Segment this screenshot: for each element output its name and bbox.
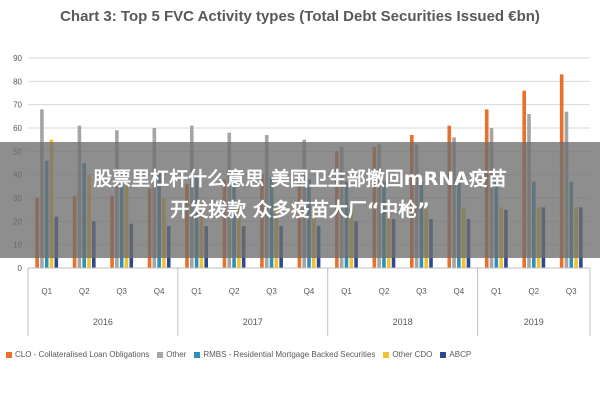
y-tick-label: 80: [13, 77, 22, 86]
x-tick-label: Q4: [304, 287, 315, 296]
legend-swatch: [157, 351, 164, 358]
year-label: 2017: [243, 317, 263, 327]
legend-label: RMBS - Residential Mortgage Backed Secur…: [203, 350, 376, 359]
headline-text[interactable]: 股票里杠杆什么意思 美国卫生部撤回mRNA疫苗 开发拨款 众多疫苗大厂“中枪”: [10, 164, 590, 226]
x-tick-label: Q1: [491, 287, 502, 296]
legend-label: CLO - Collateralised Loan Obligations: [15, 350, 150, 359]
legend-item: CLO - Collateralised Loan Obligations: [6, 350, 149, 359]
x-tick-label: Q2: [79, 287, 90, 296]
legend-label: Other CDO: [392, 350, 433, 359]
legend-label: Other: [166, 350, 187, 359]
x-tick-label: Q1: [341, 287, 352, 296]
legend-swatch: [194, 351, 201, 358]
x-tick-label: Q2: [379, 287, 390, 296]
x-tick-label: Q1: [191, 287, 202, 296]
x-tick-label: Q3: [116, 287, 127, 296]
y-tick-label: 70: [13, 101, 22, 110]
x-tick-label: Q2: [528, 287, 539, 296]
legend-label: ABCP: [449, 350, 472, 359]
legend-swatch: [440, 351, 447, 358]
year-label: 2016: [93, 317, 113, 327]
chart-title: Chart 3: Top 5 FVC Activity types (Total…: [60, 8, 540, 25]
y-tick-label: 90: [13, 54, 22, 63]
x-tick-label: Q4: [454, 287, 465, 296]
x-tick-label: Q1: [41, 287, 52, 296]
x-tick-label: Q3: [266, 287, 277, 296]
x-tick-label: Q2: [229, 287, 240, 296]
headline-line-2: 开发拨款 众多疫苗大厂“中枪”: [170, 199, 430, 221]
legend-item: RMBS - Residential Mortgage Backed Secur…: [194, 350, 375, 359]
legend-swatch: [383, 351, 390, 358]
x-tick-label: Q3: [416, 287, 427, 296]
y-tick-label: 60: [13, 124, 22, 133]
legend-item: Other: [157, 350, 186, 359]
chart-legend: CLO - Collateralised Loan Obligations Oth…: [6, 350, 596, 359]
headline-line-1: 股票里杠杆什么意思 美国卫生部撤回mRNA疫苗: [93, 168, 507, 190]
y-tick-label: 0: [18, 264, 23, 273]
legend-swatch: [6, 351, 12, 358]
headline-overlay[interactable]: 股票里杠杆什么意思 美国卫生部撤回mRNA疫苗 开发拨款 众多疫苗大厂“中枪”: [0, 142, 600, 258]
year-label: 2019: [524, 317, 544, 327]
x-tick-label: Q3: [566, 287, 577, 296]
legend-item: ABCP: [440, 350, 471, 359]
legend-item: Other CDO: [383, 350, 432, 359]
year-label: 2018: [393, 317, 413, 327]
x-tick-label: Q4: [154, 287, 165, 296]
